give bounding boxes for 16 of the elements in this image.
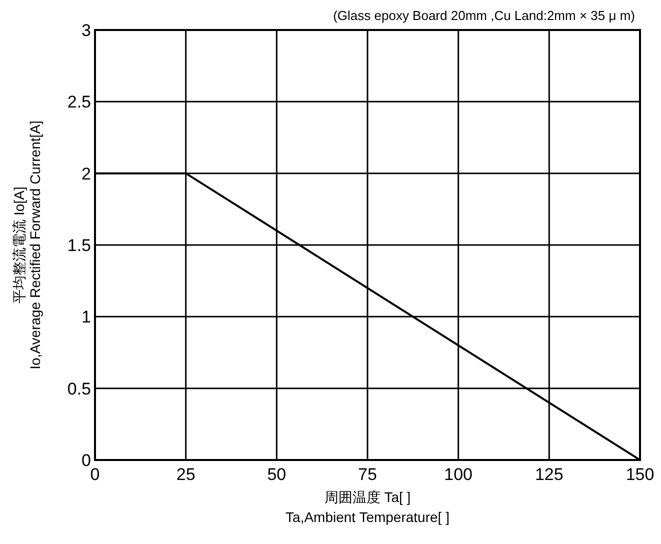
x-tick-label: 150 [626, 465, 654, 484]
text: (Glass epoxy Board 20mm ,Cu Land:2mm × 35 μ m) [333, 8, 635, 23]
x-tick-label: 25 [176, 465, 196, 484]
x-tick-label: 50 [267, 465, 286, 484]
x-tick-label: 125 [534, 465, 564, 484]
y-tick-label: 2 [82, 164, 91, 184]
x-axis-title: 周囲温度 Ta[ ] Ta,Ambient Temperature[ ] [286, 489, 450, 525]
y-axis-title: 平均整流電流 Io[A] Io,Average Rectified Forward Current[A] [11, 120, 43, 370]
y-tick-label: 0.5 [67, 379, 91, 398]
y-tick-label: 2.5 [67, 92, 91, 112]
x-tick-label: 100 [444, 465, 473, 484]
x-tick-label: 75 [358, 465, 377, 484]
y-tick-label: 1 [82, 308, 91, 327]
y-tick-label: 1.5 [67, 236, 91, 255]
y-tick-label: 0 [82, 451, 91, 470]
y-tick-label: 3 [82, 21, 91, 40]
